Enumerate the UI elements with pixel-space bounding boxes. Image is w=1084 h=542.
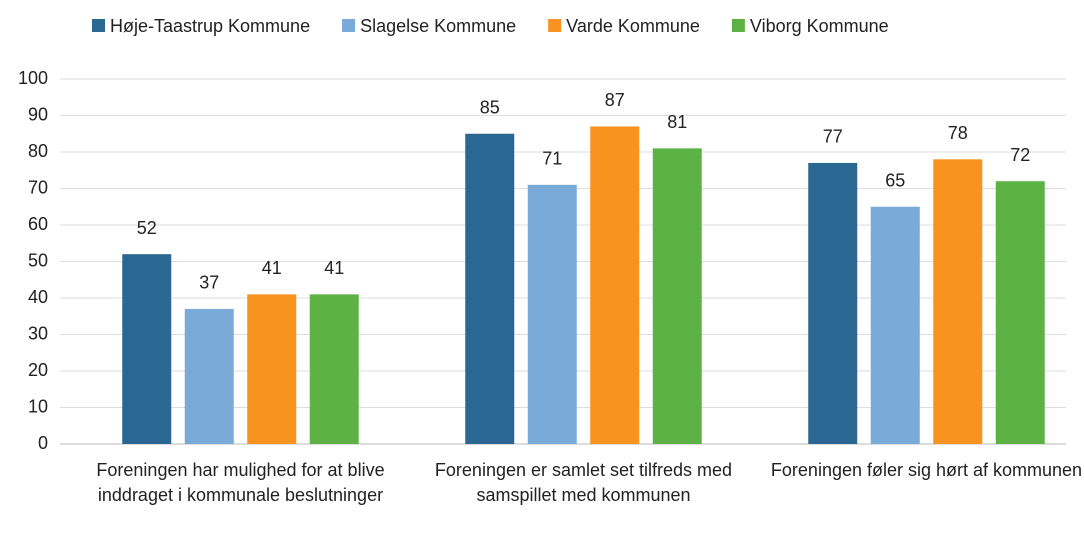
y-tick-label: 100 (18, 68, 48, 88)
data-label: 81 (667, 112, 687, 132)
bar (808, 162, 858, 444)
data-label: 87 (605, 90, 625, 110)
y-tick-label: 0 (38, 433, 48, 453)
bar (527, 184, 577, 444)
bar (465, 133, 515, 444)
legend-label: Viborg Kommune (750, 16, 889, 36)
data-label: 77 (823, 127, 843, 147)
data-label: 85 (480, 98, 500, 118)
legend-swatch (92, 19, 105, 32)
legend-label: Varde Kommune (566, 16, 700, 36)
bar (309, 294, 359, 444)
bar (652, 148, 702, 444)
y-tick-label: 80 (28, 141, 48, 161)
bar (995, 181, 1045, 444)
data-label: 52 (137, 218, 157, 238)
data-label: 65 (885, 171, 905, 191)
x-tick-label: Foreningen er samlet set tilfreds med sa… (434, 460, 733, 505)
y-tick-label: 10 (28, 396, 48, 416)
bar (247, 294, 297, 444)
y-tick-label: 50 (28, 250, 48, 270)
y-tick-label: 60 (28, 214, 48, 234)
legend-label: Slagelse Kommune (360, 16, 516, 36)
data-label: 37 (199, 273, 219, 293)
legend-label: Høje-Taastrup Kommune (110, 16, 310, 36)
x-tick-label: Foreningen føler sig hørt af kommunen (770, 460, 1083, 480)
x-tick-label: Foreningen har mulighed for at blive ind… (96, 460, 385, 505)
y-tick-label: 20 (28, 360, 48, 380)
bar (122, 254, 172, 444)
bar (870, 206, 920, 444)
bar (933, 159, 983, 445)
legend-swatch (342, 19, 356, 32)
data-label: 41 (262, 258, 282, 278)
legend-swatch (731, 19, 745, 32)
data-label: 71 (542, 149, 562, 169)
legend-swatch (548, 19, 562, 32)
y-tick-label: 40 (28, 287, 48, 307)
bar (590, 126, 640, 444)
y-tick-label: 90 (28, 104, 48, 124)
data-label: 78 (948, 123, 968, 143)
data-label: 72 (1010, 145, 1030, 165)
data-label: 41 (324, 258, 344, 278)
y-tick-label: 30 (28, 323, 48, 343)
bar (184, 308, 234, 444)
y-tick-label: 70 (28, 177, 48, 197)
